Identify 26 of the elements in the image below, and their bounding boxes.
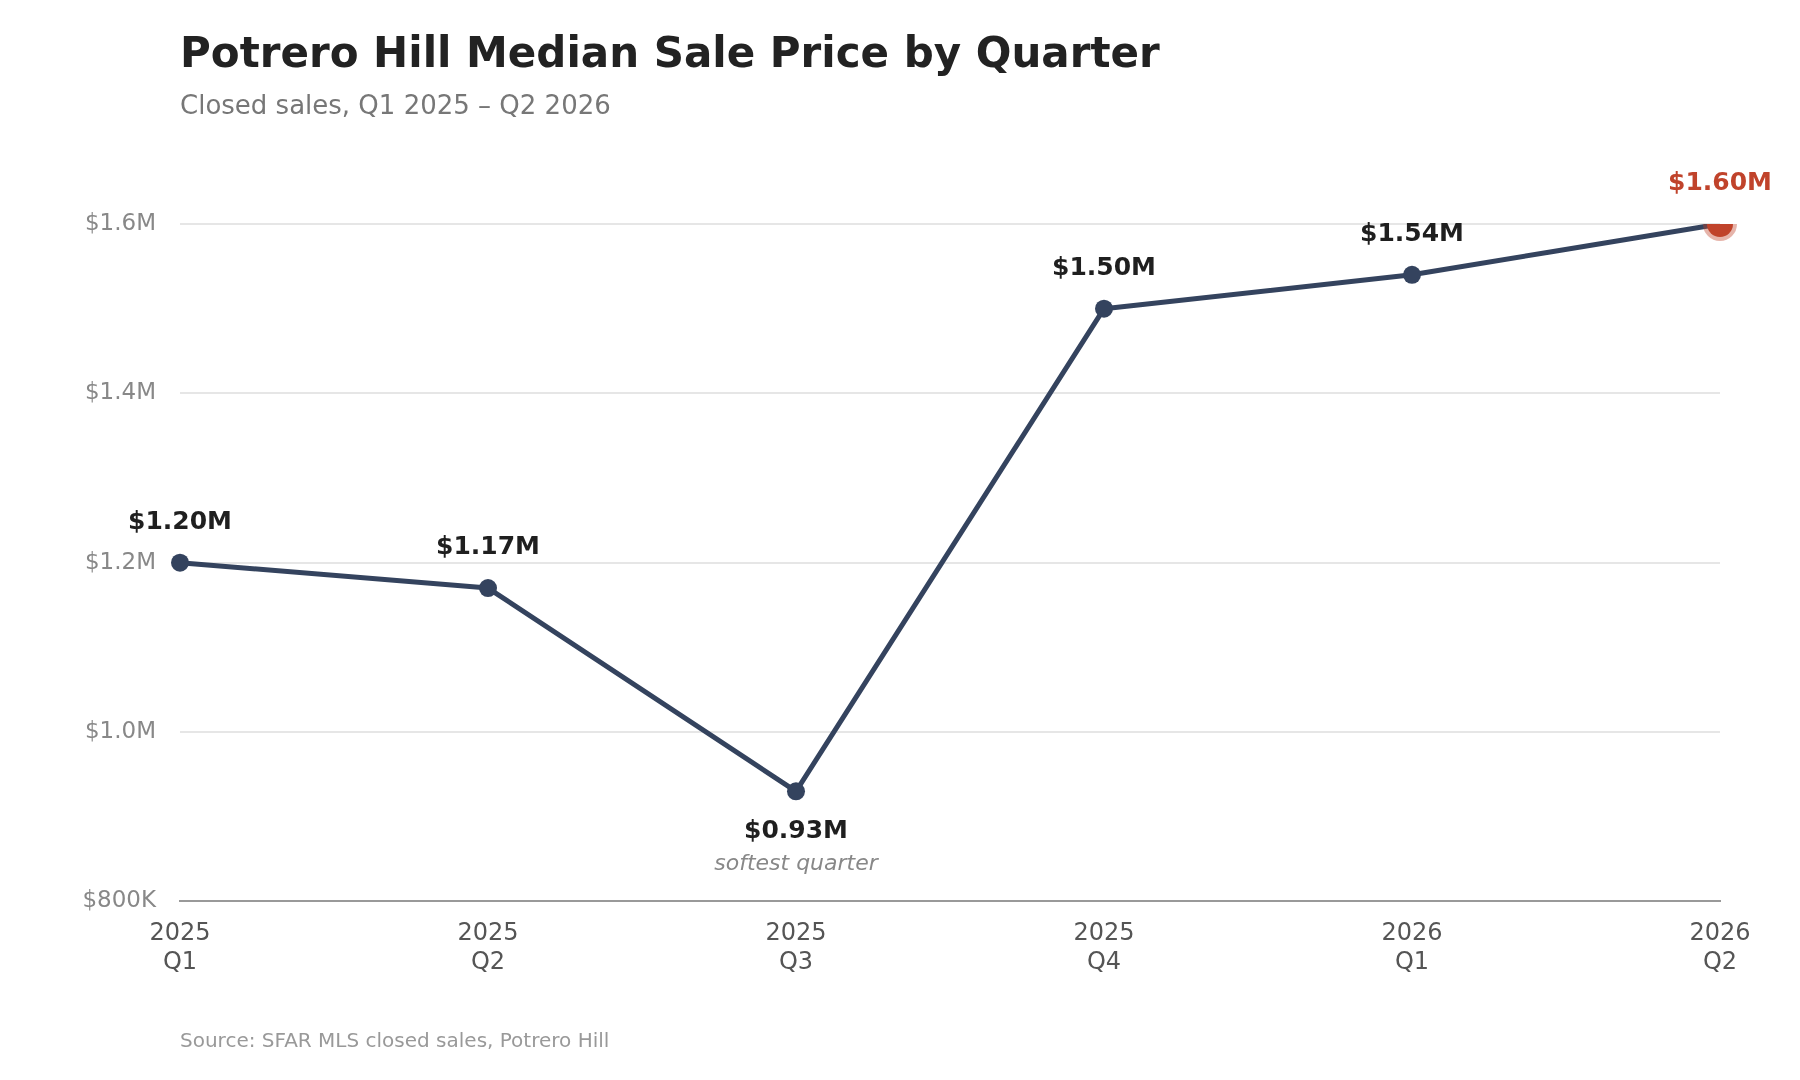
x-tick-label: 2026 Q2	[1689, 918, 1751, 975]
x-tick-label: 2025 Q4	[1073, 918, 1135, 975]
y-tick-label: $1.4M	[84, 378, 156, 405]
data-label: $1.60M	[1668, 167, 1772, 196]
y-tick-label: $1.2M	[84, 547, 156, 574]
x-tick-label: 2025 Q2	[457, 918, 519, 975]
point	[787, 782, 805, 801]
data-label: $1.54M	[1360, 217, 1464, 247]
point	[479, 579, 497, 598]
x-tick-label: 2026 Q1	[1381, 918, 1443, 975]
x-tick-label: 2025 Q1	[149, 918, 211, 975]
y-tick-label: $1.6M	[84, 208, 156, 235]
source-note: Source: SFAR MLS closed sales, Potrero Hill	[180, 1028, 610, 1052]
data-label: $1.17M	[436, 531, 540, 561]
point	[171, 553, 189, 572]
point	[1403, 265, 1421, 284]
x-tick-label: 2025 Q3	[765, 918, 827, 975]
y-tick-label: $800K	[82, 886, 157, 913]
y-tick-label: $1.0M	[84, 717, 156, 744]
data-label: $1.20M	[128, 505, 232, 535]
annotation: softest quarter	[714, 850, 880, 876]
chart-subtitle: Closed sales, Q1 2025 – Q2 2026	[180, 90, 611, 120]
data-label: $1.50M	[1052, 251, 1156, 281]
data-label: $0.93M	[744, 815, 848, 845]
chart-title: Potrero Hill Median Sale Price by Quarter	[180, 28, 1160, 77]
point	[1095, 299, 1113, 318]
